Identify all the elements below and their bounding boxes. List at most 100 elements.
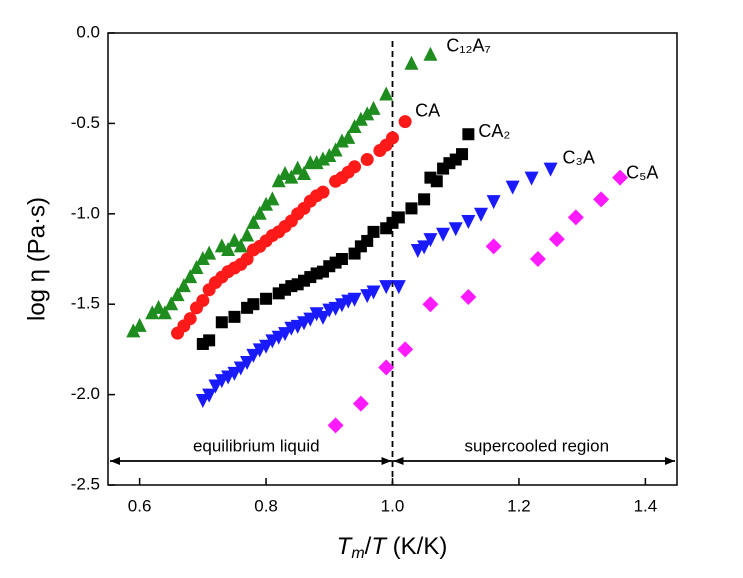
series-label: CA₂: [478, 121, 510, 141]
data-point: [164, 296, 179, 311]
x-axis-title: Tm/T (K/K): [337, 533, 448, 562]
data-point: [240, 227, 255, 242]
data-point: [418, 193, 431, 206]
data-point: [328, 142, 343, 157]
data-point: [309, 155, 324, 170]
x-tick-label: 1.0: [381, 496, 405, 515]
y-axis-title: log η (Pa·s): [23, 197, 50, 321]
data-point: [379, 280, 394, 295]
data-point: [132, 317, 147, 332]
series-label: C₅A: [626, 162, 658, 182]
data-point: [397, 341, 414, 358]
data-point: [423, 233, 438, 248]
arrow-head: [393, 457, 404, 465]
data-point: [335, 253, 348, 265]
data-point: [126, 323, 141, 338]
data-point: [227, 366, 242, 381]
data-point: [240, 252, 254, 266]
data-point: [327, 417, 344, 434]
data-point: [567, 209, 584, 226]
arrow-head: [381, 457, 392, 465]
data-point: [278, 327, 293, 342]
y-tick-label: -2.0: [71, 384, 100, 403]
data-point: [529, 251, 546, 267]
x-label-part: T: [337, 533, 354, 560]
data-point: [462, 128, 475, 141]
y-tick-label: -1.5: [71, 294, 100, 313]
data-point: [379, 86, 394, 101]
data-point: [405, 202, 418, 215]
data-point: [208, 379, 223, 394]
data-point: [398, 115, 412, 129]
data-point: [227, 232, 242, 247]
data-point: [196, 294, 210, 308]
data-point: [360, 153, 374, 167]
data-point: [348, 247, 361, 260]
data-point: [334, 133, 349, 148]
data-point: [233, 361, 248, 376]
data-point: [189, 260, 204, 275]
data-point: [157, 305, 172, 320]
data-point: [486, 195, 501, 210]
data-point: [341, 129, 356, 144]
x-label-part: T: [371, 533, 388, 560]
x-tick-label: 1.4: [634, 496, 658, 515]
data-point: [361, 234, 374, 247]
series-label: C₁₂A₇: [446, 35, 490, 55]
data-point: [505, 180, 520, 195]
x-tick-label: 1.2: [507, 496, 531, 515]
data-point: [296, 166, 311, 181]
data-point: [265, 191, 280, 206]
data-point: [543, 162, 558, 177]
data-point: [524, 171, 539, 186]
data-point: [303, 312, 318, 327]
data-point: [436, 227, 451, 242]
data-point: [252, 205, 267, 220]
x-label-part: (K/K): [386, 533, 447, 560]
y-tick-label: -2.5: [71, 474, 100, 493]
data-point: [353, 111, 368, 126]
data-point: [259, 196, 274, 211]
data-point: [461, 215, 476, 230]
data-point: [151, 299, 166, 314]
data-point: [170, 287, 185, 302]
data-point: [233, 238, 248, 253]
data-point: [271, 173, 286, 188]
data-point: [316, 185, 330, 199]
arrow-head: [665, 457, 675, 465]
data-point: [485, 238, 502, 255]
data-point: [404, 55, 419, 70]
data-point: [367, 225, 380, 238]
data-point: [203, 334, 216, 347]
data-point: [309, 307, 324, 322]
data-point: [246, 214, 261, 229]
data-point: [360, 106, 375, 121]
data-point: [240, 356, 255, 371]
data-point: [221, 241, 236, 256]
data-point: [176, 278, 191, 293]
data-point: [215, 316, 228, 329]
data-point: [348, 160, 362, 174]
y-tick-label: -0.5: [71, 113, 100, 132]
y-tick-label: -1.0: [71, 203, 100, 222]
x-label-part: /: [365, 533, 372, 560]
arrow-head: [110, 457, 120, 465]
data-point: [593, 191, 610, 208]
x-tick-label: 0.8: [254, 496, 278, 515]
y-tick-label: 0.0: [76, 22, 100, 41]
data-point: [378, 359, 395, 376]
data-point: [456, 148, 469, 161]
data-point: [352, 395, 369, 412]
plot-frame: [107, 32, 678, 486]
data-point: [448, 222, 463, 237]
data-point: [612, 169, 629, 186]
data-point: [417, 240, 432, 255]
data-point: [474, 207, 489, 222]
data-point: [315, 151, 330, 166]
data-point: [290, 160, 305, 175]
data-point: [392, 211, 405, 224]
data-point: [460, 288, 477, 305]
data-point: [183, 312, 197, 326]
data-point: [195, 394, 210, 409]
